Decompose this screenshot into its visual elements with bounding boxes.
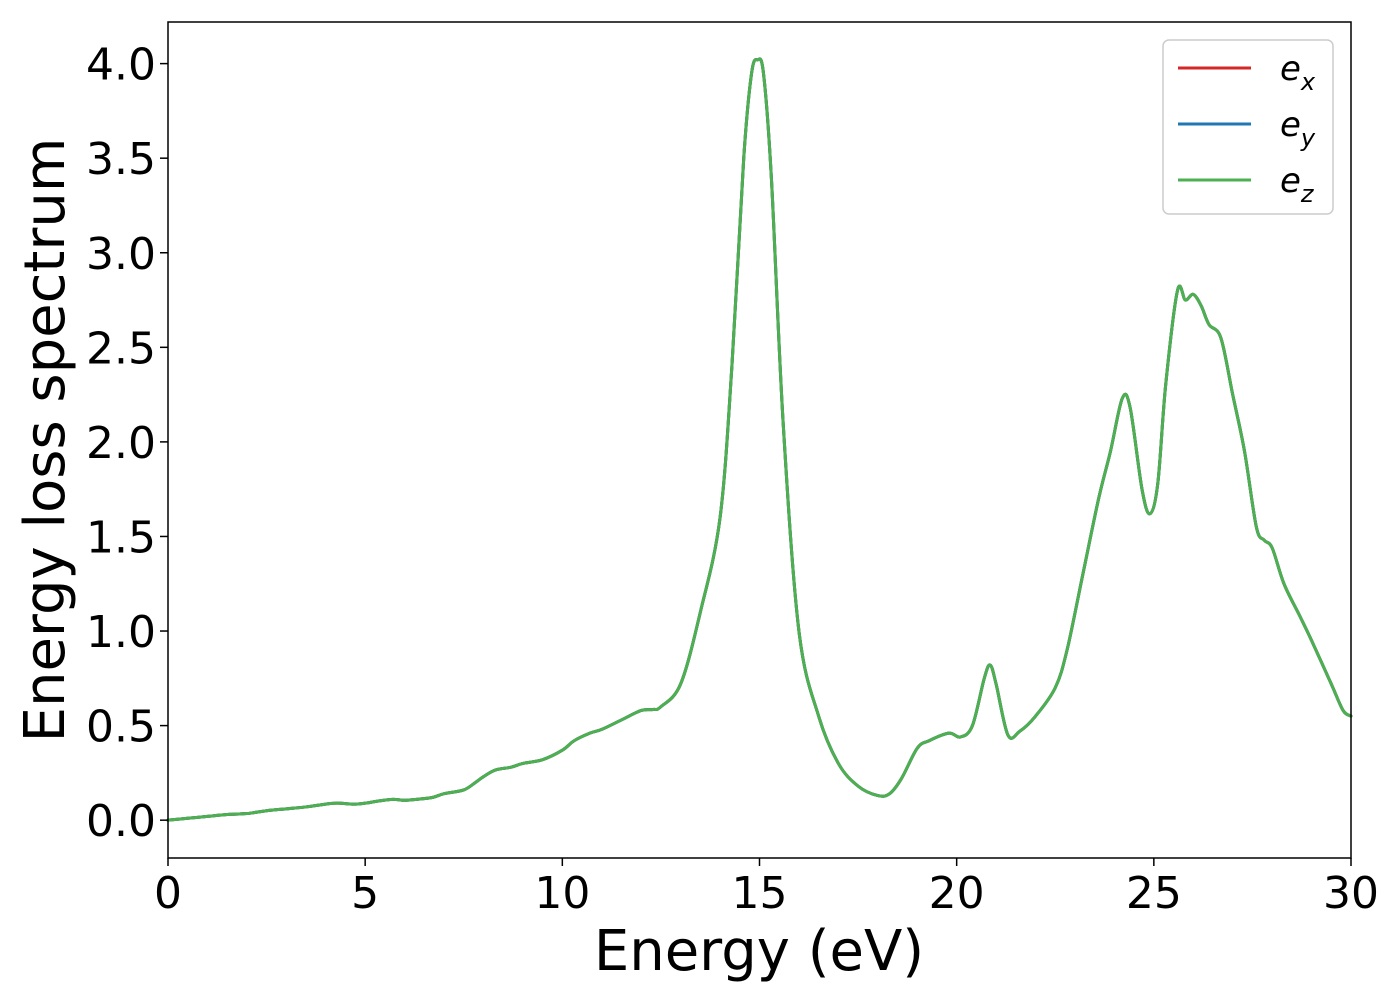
y-axis-label: Energy loss spectrum: [13, 138, 78, 743]
x-axis-ticks: 0 5 10 15 20 25 30: [154, 858, 1379, 919]
x-tick-label: 15: [732, 868, 788, 919]
y-axis-ticks: 0.0 0.5 1.0 1.5 2.0 2.5 3.0 3.5 4.0: [86, 40, 168, 847]
y-tick-label: 0.0: [86, 796, 156, 847]
legend: ex ey ez: [1162, 39, 1334, 215]
y-tick-label: 3.0: [86, 229, 156, 280]
y-tick-label: 2.0: [86, 418, 156, 469]
legend-label-ey: ey: [1280, 105, 1316, 152]
x-tick-label: 5: [351, 868, 379, 919]
x-axis-label: Energy (eV): [594, 919, 924, 984]
legend-label-ex: ex: [1280, 49, 1316, 96]
legend-box: [1162, 39, 1334, 215]
x-tick-label: 0: [154, 868, 182, 919]
legend-label-ez: ez: [1280, 161, 1315, 208]
y-tick-label: 2.5: [86, 323, 156, 374]
x-tick-label: 20: [929, 868, 985, 919]
x-tick-label: 30: [1323, 868, 1379, 919]
y-tick-label: 3.5: [86, 134, 156, 185]
y-tick-label: 0.5: [86, 702, 156, 753]
y-tick-label: 1.0: [86, 607, 156, 658]
series-layer: [166, 57, 1353, 822]
x-tick-label: 10: [534, 868, 590, 919]
series-line-e-z: [166, 57, 1353, 822]
y-tick-label: 4.0: [86, 40, 156, 91]
x-tick-label: 25: [1126, 868, 1182, 919]
y-tick-label: 1.5: [86, 512, 156, 563]
